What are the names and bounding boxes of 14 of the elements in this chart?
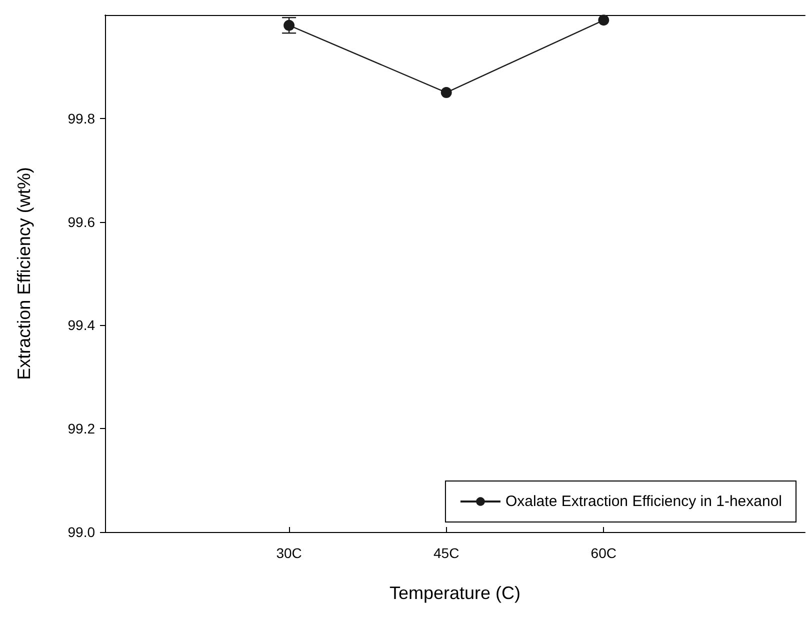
x-axis-title: Temperature (C) [389,583,521,603]
x-tick-label: 30C [276,545,302,561]
x-tick-label: 60C [590,545,616,561]
legend-label: Oxalate Extraction Efficiency in 1-hexanol [505,493,782,510]
y-tick-label: 99.0 [68,524,96,540]
y-tick-label: 99.2 [68,420,96,437]
y-tick-label: 99.4 [68,317,96,334]
y-axis-title: Extraction Efficiency (wt%) [14,167,34,380]
point [598,14,610,26]
point [284,20,295,31]
point [440,87,452,98]
y-tick-label: 99.6 [68,214,96,230]
y-tick-label: 99.8 [68,110,96,126]
x-tick-label: 45C [434,545,460,561]
